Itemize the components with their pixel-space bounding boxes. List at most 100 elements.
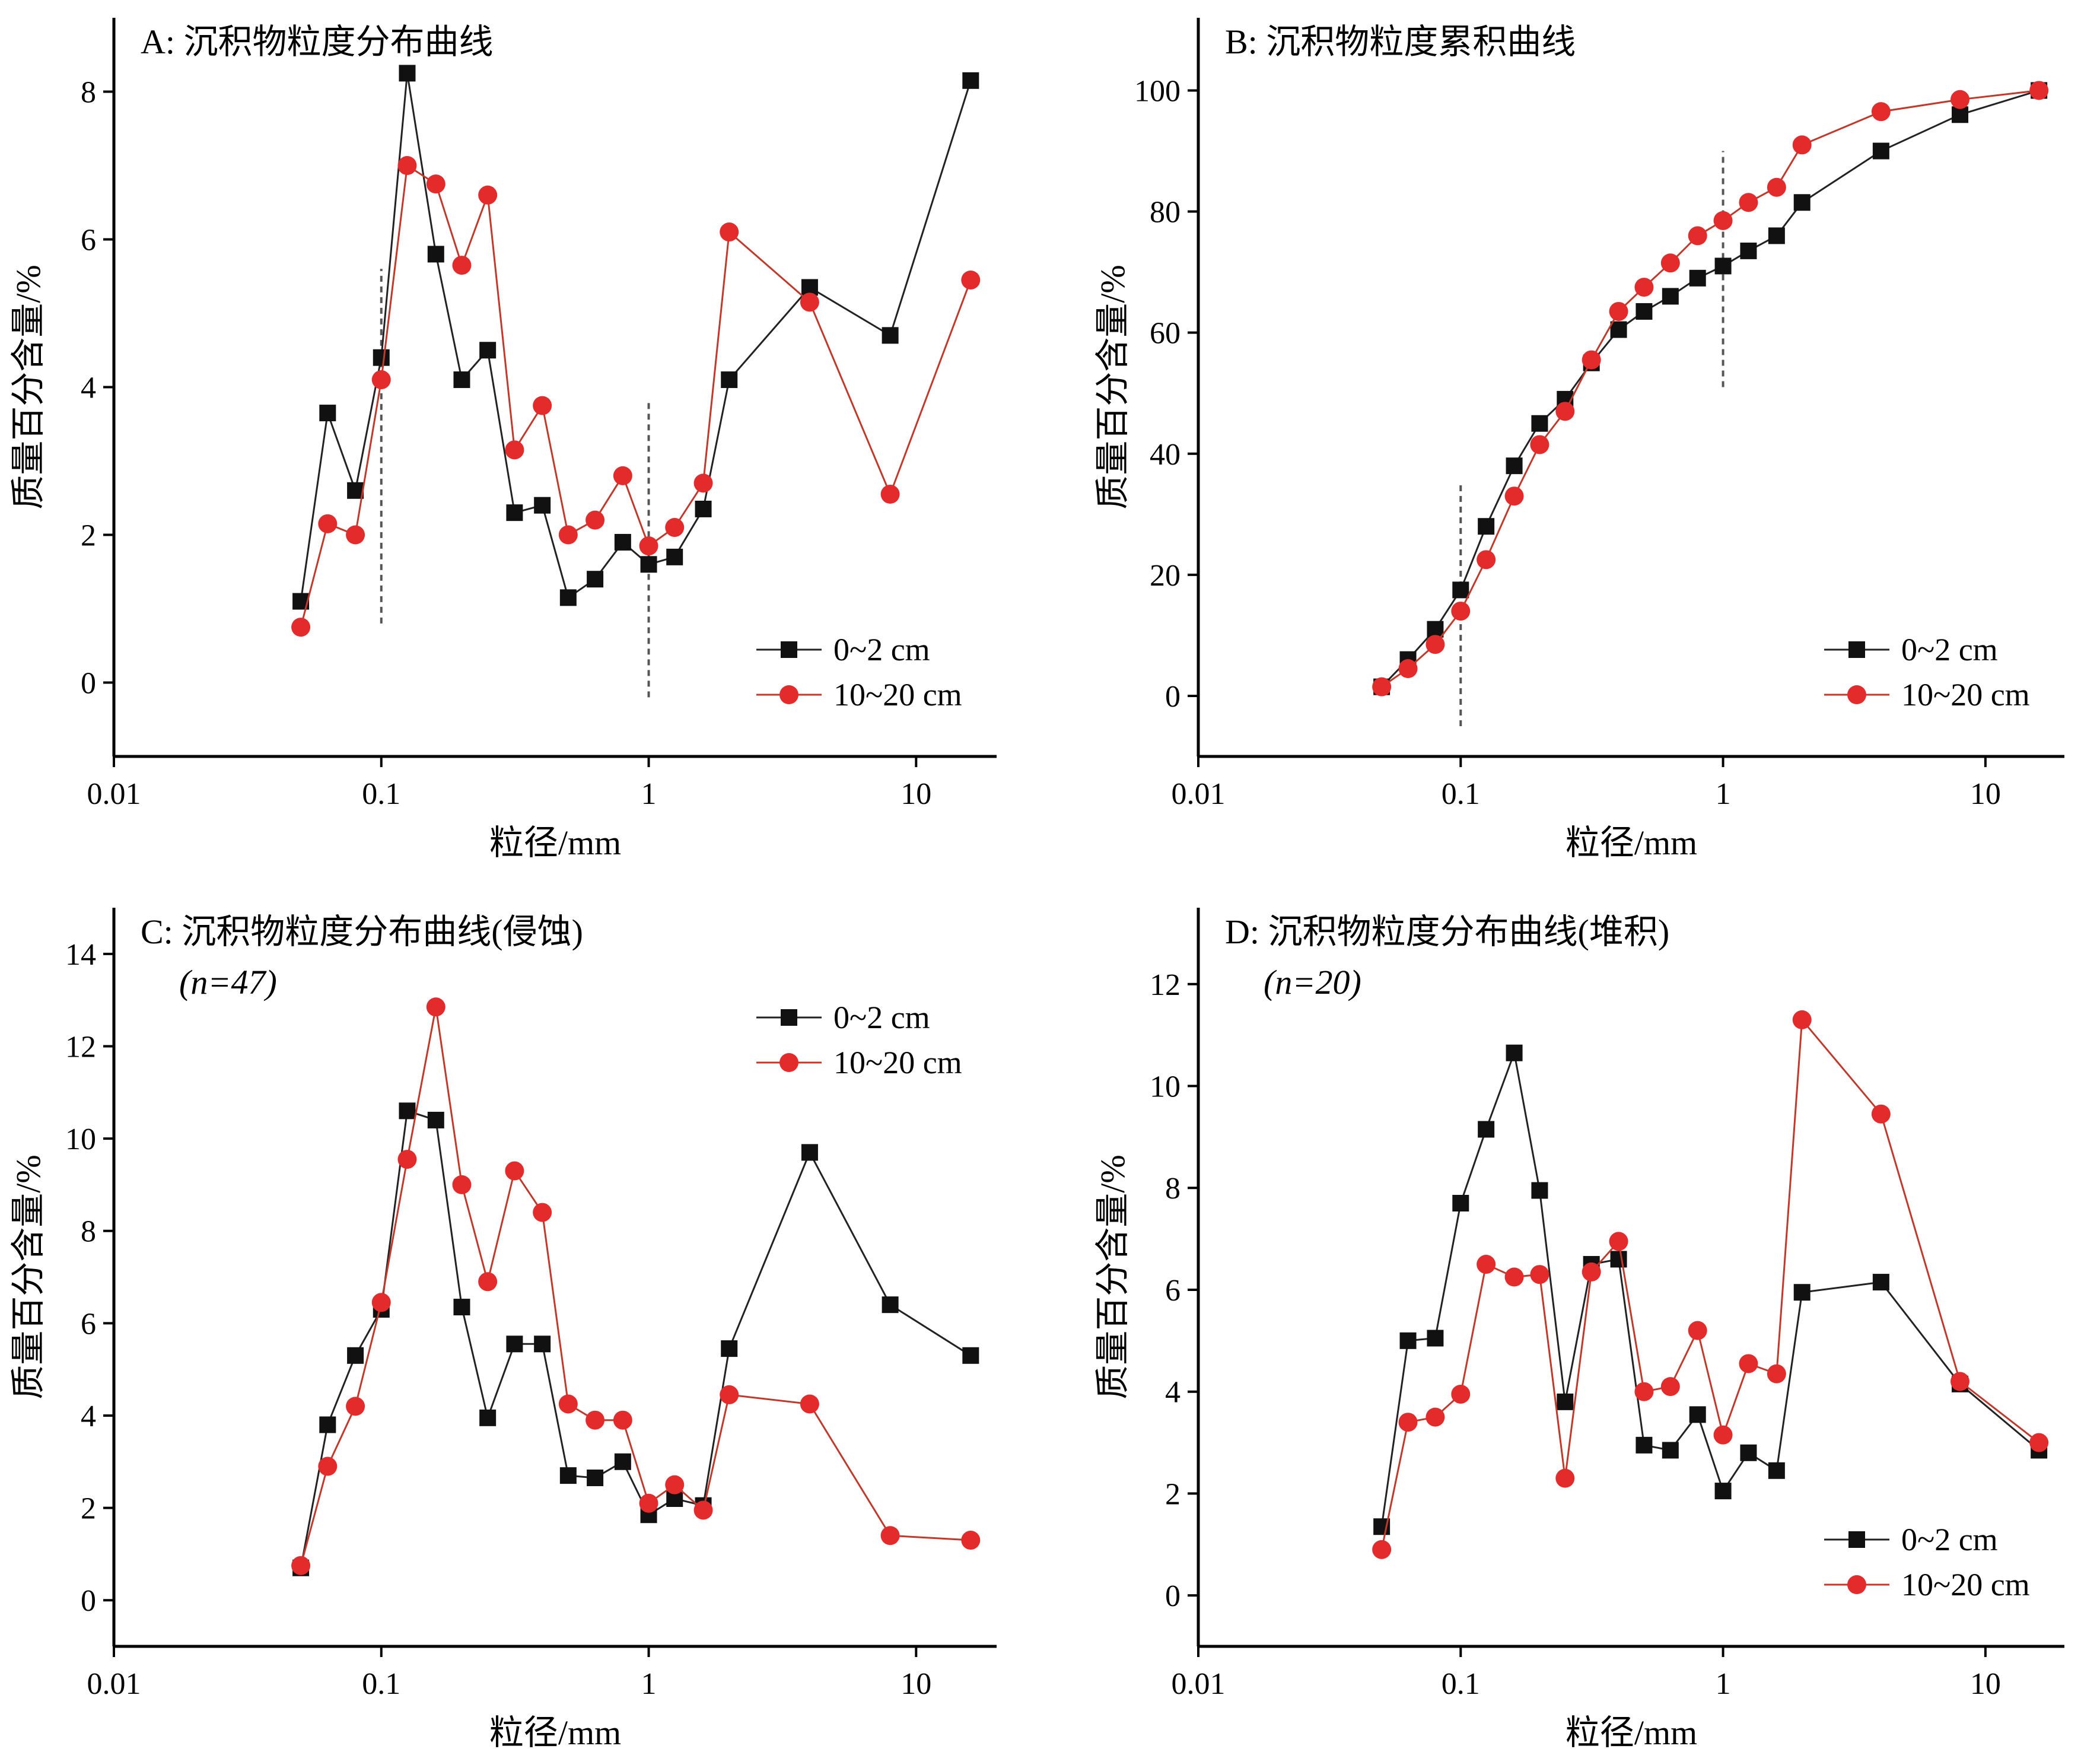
panel-d: 0 2 4 6 8 10 12 0.01 0.1 1 10 粒径/mm 质量百分含量/% D: 沉积物粒度… — [1093, 908, 2064, 1749]
data-point — [1506, 457, 1523, 475]
data-point — [1634, 1382, 1654, 1401]
legend-marker — [1847, 685, 1866, 704]
panel-title: D: 沉积物粒度分布曲线(堆积) — [1225, 912, 1669, 951]
legend-marker — [1848, 641, 1865, 658]
data-point — [1739, 1354, 1758, 1373]
data-point — [1610, 1251, 1627, 1268]
data-point — [1768, 227, 1785, 244]
x-tick-label: 1 — [641, 1667, 657, 1701]
data-point — [1451, 602, 1471, 621]
data-point — [1688, 1321, 1707, 1340]
data-point — [559, 589, 577, 606]
x-axis-label: 粒径/mm — [489, 823, 621, 862]
data-point — [478, 1272, 498, 1292]
data-point — [291, 618, 311, 637]
data-point — [427, 246, 444, 263]
panel-a: 0 2 4 6 8 0.01 0.1 1 10 粒径/mm 质量百分含量/% A: 沉积物粒度分布曲线… — [9, 18, 997, 862]
series-deep — [291, 156, 981, 637]
data-point — [318, 1457, 338, 1476]
data-point — [426, 174, 446, 194]
legend: 0~2 cm 10~20 cm — [756, 632, 962, 713]
series-surface — [292, 65, 979, 610]
data-point — [478, 185, 498, 205]
y-tick-label: 0 — [1165, 680, 1181, 714]
data-point — [1609, 1232, 1628, 1251]
data-point — [2029, 81, 2049, 100]
y-tick-label: 80 — [1150, 196, 1181, 230]
data-point — [291, 1556, 311, 1575]
panel-title: A: 沉积物粒度分布曲线 — [141, 23, 494, 61]
data-point — [614, 1453, 631, 1470]
legend-marker — [781, 1009, 797, 1026]
x-tick-label: 1 — [641, 777, 657, 811]
data-point — [800, 292, 819, 312]
panel-subtitle: (n=20) — [1264, 963, 1361, 1001]
data-point — [665, 1475, 685, 1494]
x-axis-label: 粒径/mm — [1566, 823, 1697, 862]
series-deep — [1372, 1010, 2049, 1559]
y-tick-label: 6 — [81, 224, 96, 257]
legend-label: 0~2 cm — [833, 632, 930, 667]
data-point — [961, 1531, 981, 1550]
data-point — [1504, 1267, 1524, 1287]
data-point — [880, 485, 900, 504]
data-point — [1426, 635, 1445, 654]
data-point — [1950, 90, 1969, 109]
data-point — [1398, 1413, 1418, 1432]
y-tick-label: 8 — [1165, 1172, 1181, 1206]
data-point — [1792, 1010, 1812, 1029]
legend: 0~2 cm 10~20 cm — [1824, 1522, 2030, 1602]
data-point — [586, 510, 605, 530]
data-point — [720, 1385, 739, 1404]
data-point — [1477, 550, 1496, 570]
series-line — [300, 1109, 972, 1568]
legend-label: 0~2 cm — [833, 1000, 930, 1035]
y-tick-label: 2 — [1165, 1477, 1181, 1511]
data-point — [1372, 1540, 1392, 1559]
data-point — [399, 1102, 416, 1120]
data-point — [1872, 142, 1889, 160]
data-point — [639, 536, 658, 556]
data-point — [962, 1347, 979, 1364]
legend-marker — [1848, 1531, 1865, 1548]
data-point — [347, 482, 364, 499]
series-line — [1380, 1050, 2040, 1527]
data-point — [558, 525, 578, 545]
data-point — [800, 1394, 819, 1414]
data-point — [666, 548, 683, 565]
data-point — [1768, 1462, 1785, 1479]
data-point — [1739, 193, 1758, 212]
data-point — [1478, 1121, 1495, 1138]
data-point — [533, 1203, 552, 1222]
data-point — [1506, 1044, 1523, 1061]
x-tick-label: 10 — [901, 1667, 931, 1701]
data-point — [1950, 1372, 1969, 1391]
series-line — [300, 1007, 971, 1566]
data-point — [1427, 1330, 1444, 1347]
data-point — [1871, 1104, 1891, 1124]
data-point — [505, 1161, 524, 1181]
data-point — [1478, 518, 1495, 535]
y-tick-label: 14 — [65, 938, 96, 972]
legend-label: 0~2 cm — [1901, 632, 1998, 667]
data-point — [1610, 321, 1627, 338]
data-point — [880, 1526, 900, 1546]
data-point — [479, 342, 497, 359]
data-point — [399, 65, 416, 82]
data-point — [721, 371, 738, 389]
data-point — [720, 222, 739, 242]
series-line — [1381, 90, 2039, 688]
legend-label: 10~20 cm — [1901, 1567, 2030, 1602]
data-point — [1767, 1364, 1786, 1384]
legend-label: 10~20 cm — [833, 677, 962, 713]
data-point — [1582, 1262, 1601, 1281]
x-tick-label: 10 — [901, 777, 931, 811]
data-point — [1951, 106, 1968, 123]
data-point — [962, 72, 979, 89]
x-tick-label: 0.1 — [1442, 1667, 1480, 1701]
data-point — [506, 1335, 523, 1353]
x-tick-label: 0.1 — [362, 1667, 400, 1701]
y-axis-label: 质量百分含量/% — [1093, 265, 1132, 509]
data-point — [1531, 415, 1548, 432]
